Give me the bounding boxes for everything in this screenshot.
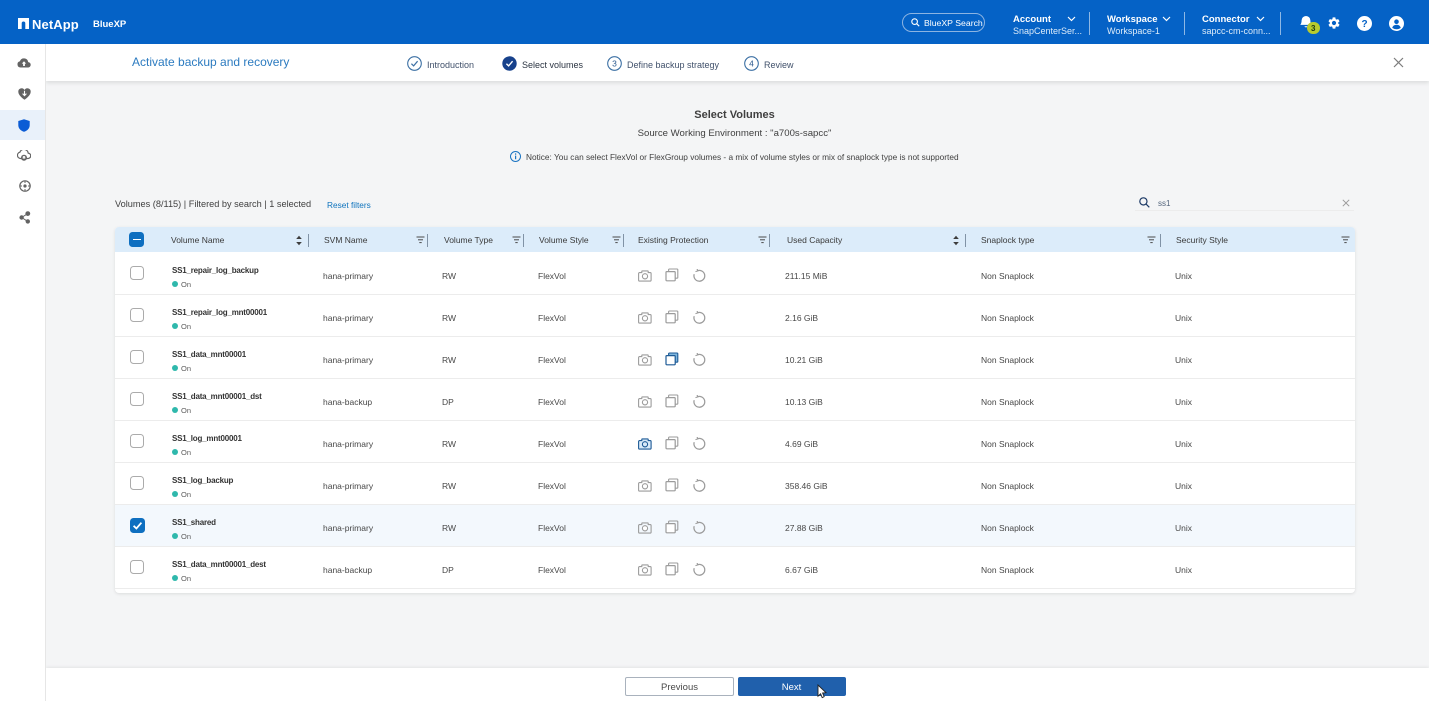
svg-text:3: 3 <box>612 59 617 69</box>
svg-text:?: ? <box>1361 19 1367 30</box>
svg-text:4: 4 <box>749 59 754 69</box>
